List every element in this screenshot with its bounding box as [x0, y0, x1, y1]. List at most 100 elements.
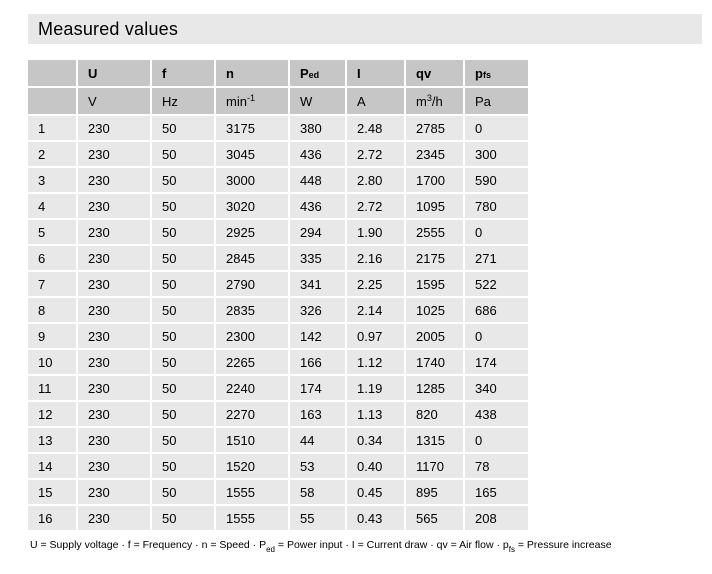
data-cell-pfs: 438 — [465, 402, 528, 426]
data-cell-I: 2.14 — [347, 298, 404, 322]
data-cell-U: 230 — [78, 168, 150, 192]
data-cell-n: 2270 — [216, 402, 288, 426]
data-cell-f: 50 — [152, 324, 214, 348]
data-cell-Ped: 326 — [290, 298, 345, 322]
row-number-cell: 10 — [28, 350, 76, 374]
data-cell-n: 2835 — [216, 298, 288, 322]
data-cell-f: 50 — [152, 350, 214, 374]
row-number-cell: 7 — [28, 272, 76, 296]
data-cell-pfs: 340 — [465, 376, 528, 400]
data-cell-f: 50 — [152, 298, 214, 322]
data-cell-pfs: 686 — [465, 298, 528, 322]
data-cell-n: 1510 — [216, 428, 288, 452]
data-cell-Ped: 163 — [290, 402, 345, 426]
row-number-cell: 1 — [28, 116, 76, 140]
data-cell-pfs: 0 — [465, 116, 528, 140]
data-cell-I: 2.48 — [347, 116, 404, 140]
data-cell-qv: 2005 — [406, 324, 463, 348]
data-cell-n: 3000 — [216, 168, 288, 192]
row-number-cell: 13 — [28, 428, 76, 452]
row-number-cell: 14 — [28, 454, 76, 478]
data-cell-Ped: 436 — [290, 142, 345, 166]
data-cell-I: 1.19 — [347, 376, 404, 400]
data-cell-pfs: 165 — [465, 480, 528, 504]
data-cell-pfs: 590 — [465, 168, 528, 192]
data-cell-I: 1.90 — [347, 220, 404, 244]
data-cell-n: 2265 — [216, 350, 288, 374]
column-header-f: f — [152, 60, 214, 86]
data-cell-U: 230 — [78, 402, 150, 426]
unit-cell-f: Hz — [152, 88, 214, 114]
data-cell-qv: 1025 — [406, 298, 463, 322]
unit-cell-n: min -1 — [216, 88, 288, 114]
row-number-cell: 9 — [28, 324, 76, 348]
data-cell-pfs: 174 — [465, 350, 528, 374]
data-cell-Ped: 174 — [290, 376, 345, 400]
data-cell-pfs: 0 — [465, 220, 528, 244]
row-number-cell: 2 — [28, 142, 76, 166]
row-number-cell: 6 — [28, 246, 76, 270]
data-cell-Ped: 44 — [290, 428, 345, 452]
page-title: Measured values — [38, 18, 179, 39]
row-number-cell: 3 — [28, 168, 76, 192]
data-cell-n: 2925 — [216, 220, 288, 244]
data-cell-n: 1555 — [216, 506, 288, 530]
unit-corner-cell — [28, 88, 76, 114]
data-cell-U: 230 — [78, 246, 150, 270]
data-cell-f: 50 — [152, 272, 214, 296]
data-cell-f: 50 — [152, 428, 214, 452]
data-cell-U: 230 — [78, 272, 150, 296]
row-number-cell: 5 — [28, 220, 76, 244]
data-cell-f: 50 — [152, 246, 214, 270]
data-cell-f: 50 — [152, 454, 214, 478]
data-cell-pfs: 208 — [465, 506, 528, 530]
unit-cell-I: A — [347, 88, 404, 114]
data-cell-U: 230 — [78, 428, 150, 452]
unit-cell-qv: m 3/h — [406, 88, 463, 114]
data-cell-qv: 1285 — [406, 376, 463, 400]
data-cell-U: 230 — [78, 220, 150, 244]
data-cell-pfs: 522 — [465, 272, 528, 296]
data-cell-U: 230 — [78, 298, 150, 322]
data-cell-qv: 2175 — [406, 246, 463, 270]
data-cell-U: 230 — [78, 194, 150, 218]
data-cell-n: 3020 — [216, 194, 288, 218]
data-cell-qv: 1170 — [406, 454, 463, 478]
data-cell-Ped: 341 — [290, 272, 345, 296]
data-cell-qv: 2555 — [406, 220, 463, 244]
data-cell-f: 50 — [152, 376, 214, 400]
data-cell-qv: 2345 — [406, 142, 463, 166]
data-cell-f: 50 — [152, 480, 214, 504]
data-cell-pfs: 780 — [465, 194, 528, 218]
data-cell-I: 1.12 — [347, 350, 404, 374]
data-cell-n: 2300 — [216, 324, 288, 348]
data-cell-qv: 565 — [406, 506, 463, 530]
data-cell-Ped: 380 — [290, 116, 345, 140]
data-cell-qv: 820 — [406, 402, 463, 426]
data-cell-U: 230 — [78, 116, 150, 140]
data-cell-I: 2.80 — [347, 168, 404, 192]
column-header-U: U — [78, 60, 150, 86]
data-cell-Ped: 53 — [290, 454, 345, 478]
data-cell-U: 230 — [78, 506, 150, 530]
data-cell-U: 230 — [78, 350, 150, 374]
data-cell-Ped: 436 — [290, 194, 345, 218]
data-cell-Ped: 55 — [290, 506, 345, 530]
data-cell-n: 3175 — [216, 116, 288, 140]
data-cell-I: 2.16 — [347, 246, 404, 270]
data-cell-I: 0.40 — [347, 454, 404, 478]
data-cell-qv: 895 — [406, 480, 463, 504]
data-cell-qv: 2785 — [406, 116, 463, 140]
data-cell-I: 0.45 — [347, 480, 404, 504]
legend-text: U = Supply voltage · f = Frequency · n =… — [30, 539, 612, 555]
data-cell-f: 50 — [152, 506, 214, 530]
data-cell-n: 2845 — [216, 246, 288, 270]
data-cell-I: 2.72 — [347, 194, 404, 218]
unit-cell-Ped: W — [290, 88, 345, 114]
unit-cell-pfs: Pa — [465, 88, 528, 114]
data-cell-f: 50 — [152, 168, 214, 192]
data-cell-Ped: 58 — [290, 480, 345, 504]
data-cell-n: 1520 — [216, 454, 288, 478]
